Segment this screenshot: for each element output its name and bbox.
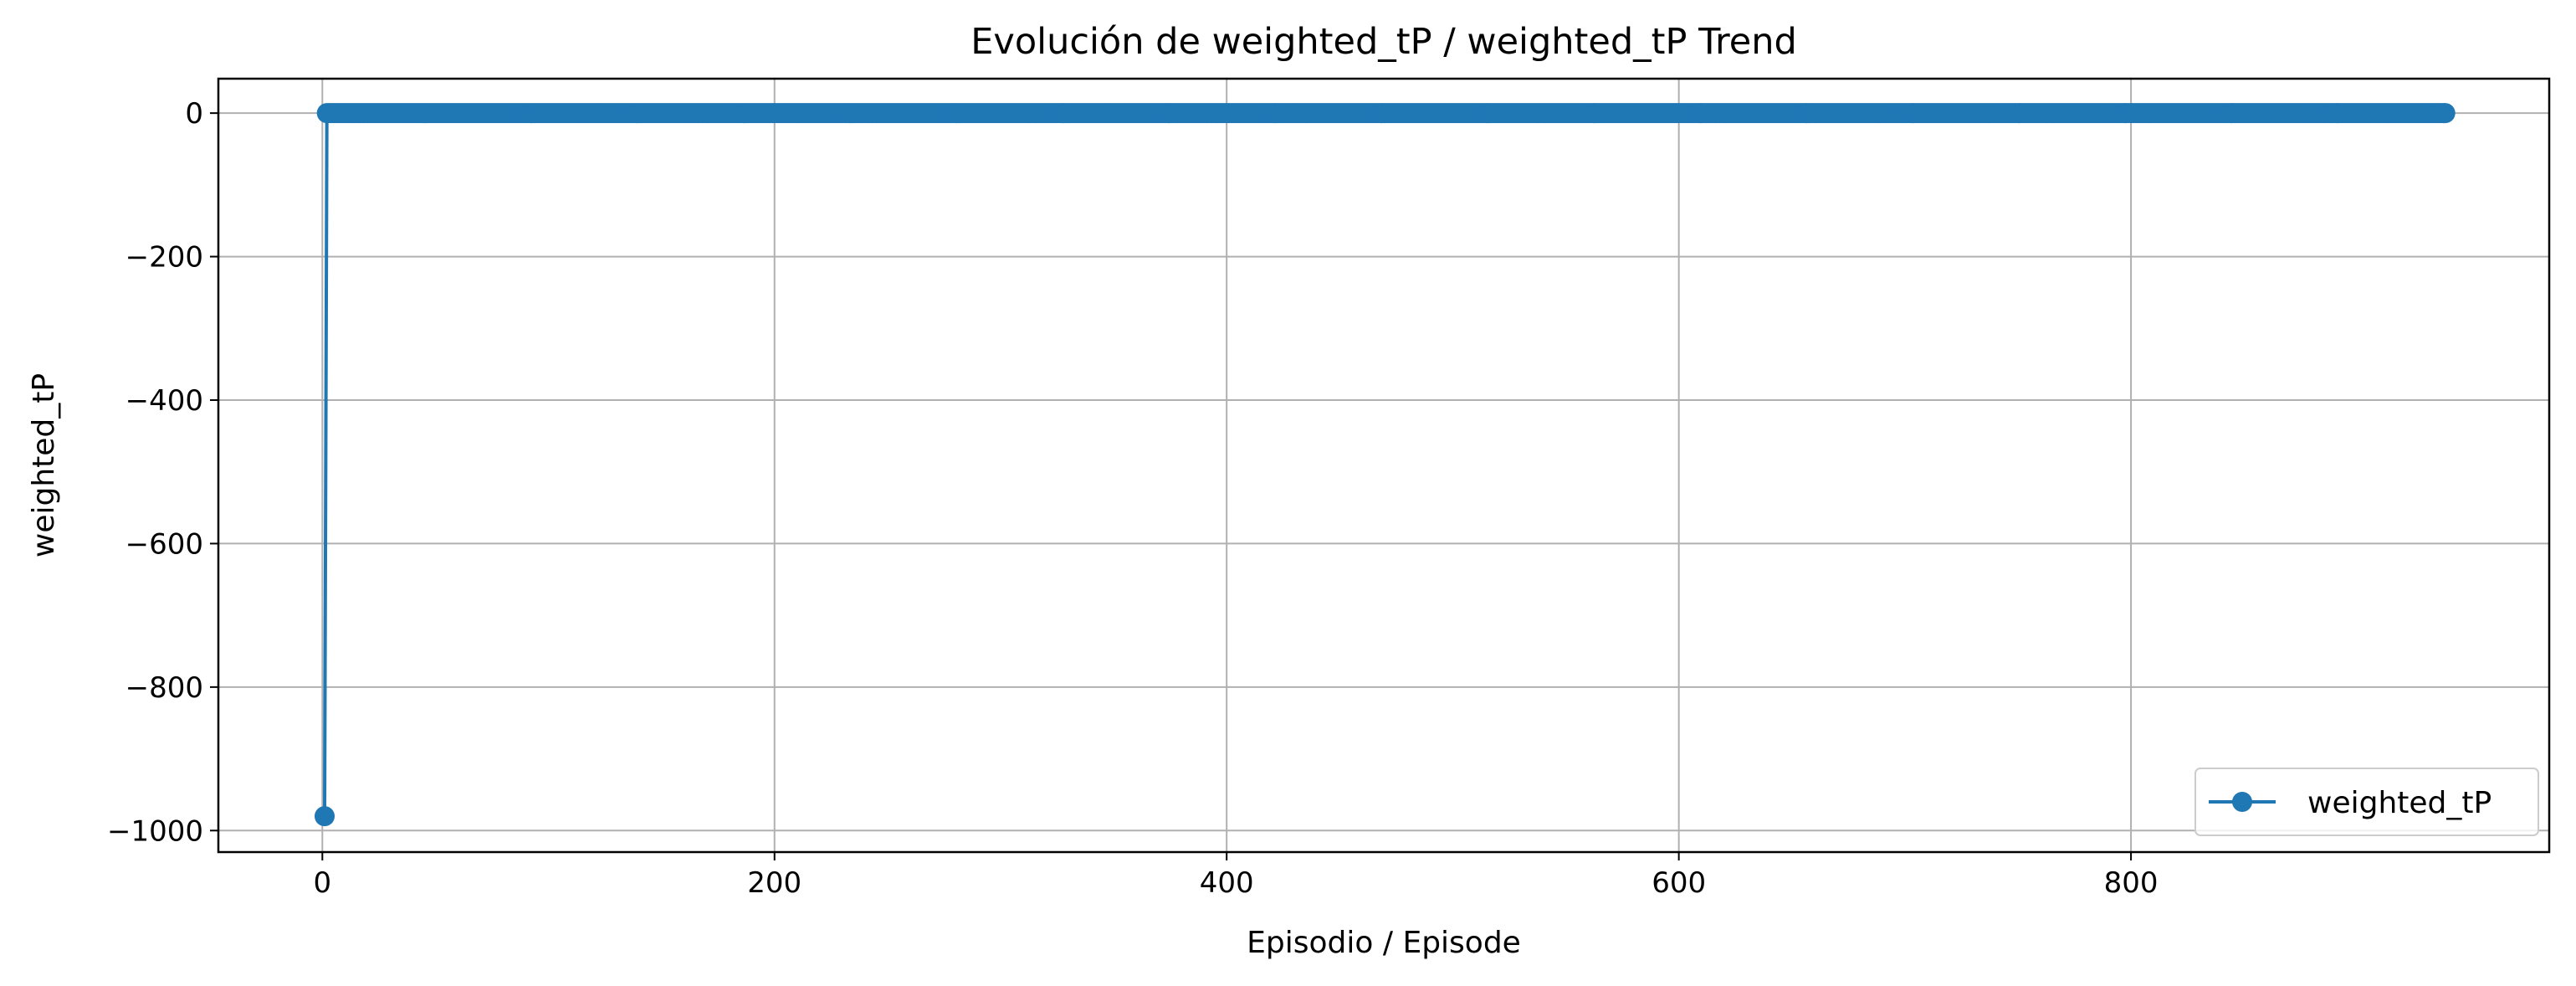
y-tick-label: −200 — [125, 241, 203, 275]
plot-frame — [217, 77, 2551, 854]
legend-box — [2194, 768, 2539, 836]
y-tick-label: −1000 — [107, 814, 203, 848]
y-tick-label: 0 — [185, 97, 203, 131]
legend-label: weighted_tP — [2307, 786, 2491, 820]
chart-title: Evolución de weighted_tP / weighted_tP T… — [970, 21, 1797, 63]
x-tick-label: 200 — [747, 866, 801, 900]
data-point — [2435, 103, 2456, 124]
x-tick-label: 800 — [2104, 866, 2159, 900]
y-axis-label: weighted_tP — [27, 373, 61, 557]
x-tick-label: 400 — [1200, 866, 1254, 900]
legend: weighted_tP — [2194, 768, 2539, 836]
data-point — [315, 806, 335, 827]
x-tick-label: 0 — [313, 866, 331, 900]
series-markers — [315, 103, 2456, 827]
y-axis-ticks: 0 −200 −400 −600 −800 −1000 — [107, 97, 218, 848]
y-tick-label: −800 — [125, 671, 203, 705]
x-axis-label: Episodio / Episode — [1247, 926, 1521, 960]
y-tick-label: −400 — [125, 384, 203, 418]
x-axis-ticks: 0 200 400 600 800 — [313, 852, 2159, 900]
series-layer — [315, 103, 2456, 827]
legend-marker-swatch — [2232, 792, 2252, 812]
x-tick-label: 600 — [1652, 866, 1706, 900]
y-tick-label: −600 — [125, 527, 203, 561]
